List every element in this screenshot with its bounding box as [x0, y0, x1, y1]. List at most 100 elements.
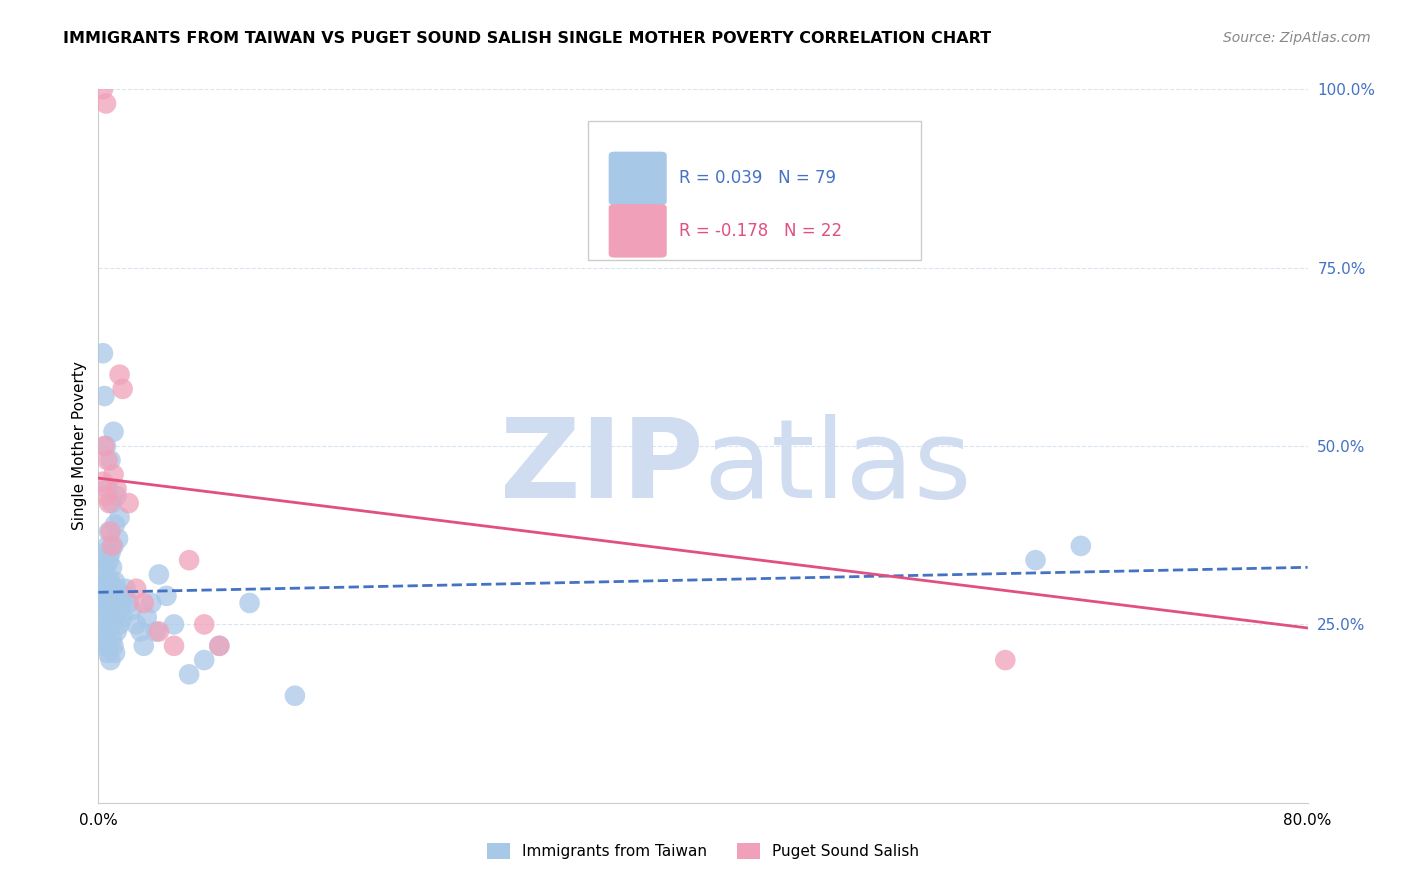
Point — [103, 467, 125, 482]
Point — [98, 553, 121, 567]
Point — [110, 596, 132, 610]
Point — [118, 496, 141, 510]
Point — [90, 582, 112, 596]
Point — [98, 603, 121, 617]
Point — [100, 524, 122, 539]
Point — [100, 546, 122, 560]
Point — [1070, 539, 1092, 553]
Point — [98, 582, 121, 596]
Point — [101, 589, 124, 603]
Point — [125, 582, 148, 596]
FancyBboxPatch shape — [588, 121, 921, 260]
Point — [108, 617, 131, 632]
Point — [103, 639, 125, 653]
Point — [91, 574, 114, 589]
Point — [98, 589, 121, 603]
Text: ZIP: ZIP — [499, 414, 703, 521]
Point — [100, 596, 122, 610]
Point — [101, 632, 124, 646]
Point — [148, 624, 170, 639]
Text: IMMIGRANTS FROM TAIWAN VS PUGET SOUND SALISH SINGLE MOTHER POVERTY CORRELATION C: IMMIGRANTS FROM TAIWAN VS PUGET SOUND SA… — [63, 31, 991, 46]
Point — [101, 496, 124, 510]
Point — [239, 596, 262, 610]
Point — [135, 610, 157, 624]
Point — [94, 582, 117, 596]
Point — [93, 389, 115, 403]
Point — [114, 582, 136, 596]
Point — [91, 639, 114, 653]
Point — [94, 560, 117, 574]
Point — [98, 524, 121, 539]
Point — [108, 510, 131, 524]
Point — [141, 596, 163, 610]
Point — [1024, 553, 1046, 567]
Point — [994, 653, 1017, 667]
Point — [94, 617, 117, 632]
Text: atlas: atlas — [703, 414, 972, 521]
Point — [94, 439, 117, 453]
Point — [107, 532, 129, 546]
Point — [103, 582, 125, 596]
Point — [163, 617, 186, 632]
Point — [101, 560, 124, 574]
Point — [93, 439, 115, 453]
Point — [105, 489, 128, 503]
Text: R = -0.178   N = 22: R = -0.178 N = 22 — [679, 222, 842, 240]
Point — [100, 574, 122, 589]
Point — [100, 617, 122, 632]
Point — [93, 567, 115, 582]
Point — [96, 482, 118, 496]
Point — [105, 582, 128, 596]
Point — [148, 567, 170, 582]
Point — [104, 517, 127, 532]
Point — [91, 603, 114, 617]
Point — [208, 639, 231, 653]
Point — [193, 617, 215, 632]
Legend: Immigrants from Taiwan, Puget Sound Salish: Immigrants from Taiwan, Puget Sound Sali… — [486, 844, 920, 859]
Point — [100, 453, 122, 467]
Point — [163, 639, 186, 653]
Point — [96, 453, 118, 467]
Y-axis label: Single Mother Poverty: Single Mother Poverty — [72, 361, 87, 531]
Point — [91, 553, 114, 567]
Point — [155, 589, 177, 603]
FancyBboxPatch shape — [609, 204, 666, 258]
Point — [132, 596, 155, 610]
Point — [94, 96, 117, 111]
Point — [103, 539, 125, 553]
Point — [105, 596, 128, 610]
Point — [108, 368, 131, 382]
Point — [284, 689, 307, 703]
Point — [104, 610, 127, 624]
Text: Source: ZipAtlas.com: Source: ZipAtlas.com — [1223, 31, 1371, 45]
Point — [96, 610, 118, 624]
Point — [112, 589, 135, 603]
Point — [91, 346, 114, 360]
Point — [101, 603, 124, 617]
Point — [103, 425, 125, 439]
Point — [132, 639, 155, 653]
Point — [129, 624, 152, 639]
Point — [94, 589, 117, 603]
Point — [91, 475, 114, 489]
Point — [104, 646, 127, 660]
Point — [105, 482, 128, 496]
Point — [93, 546, 115, 560]
Point — [96, 574, 118, 589]
Point — [107, 603, 129, 617]
Point — [93, 632, 115, 646]
Point — [105, 624, 128, 639]
Point — [94, 489, 117, 503]
Point — [96, 539, 118, 553]
Point — [100, 653, 122, 667]
Point — [145, 624, 167, 639]
Point — [104, 574, 127, 589]
Point — [103, 596, 125, 610]
Point — [96, 646, 118, 660]
Point — [93, 596, 115, 610]
Point — [111, 610, 134, 624]
Point — [121, 603, 143, 617]
Point — [208, 639, 231, 653]
Point — [179, 667, 201, 681]
Point — [179, 553, 201, 567]
